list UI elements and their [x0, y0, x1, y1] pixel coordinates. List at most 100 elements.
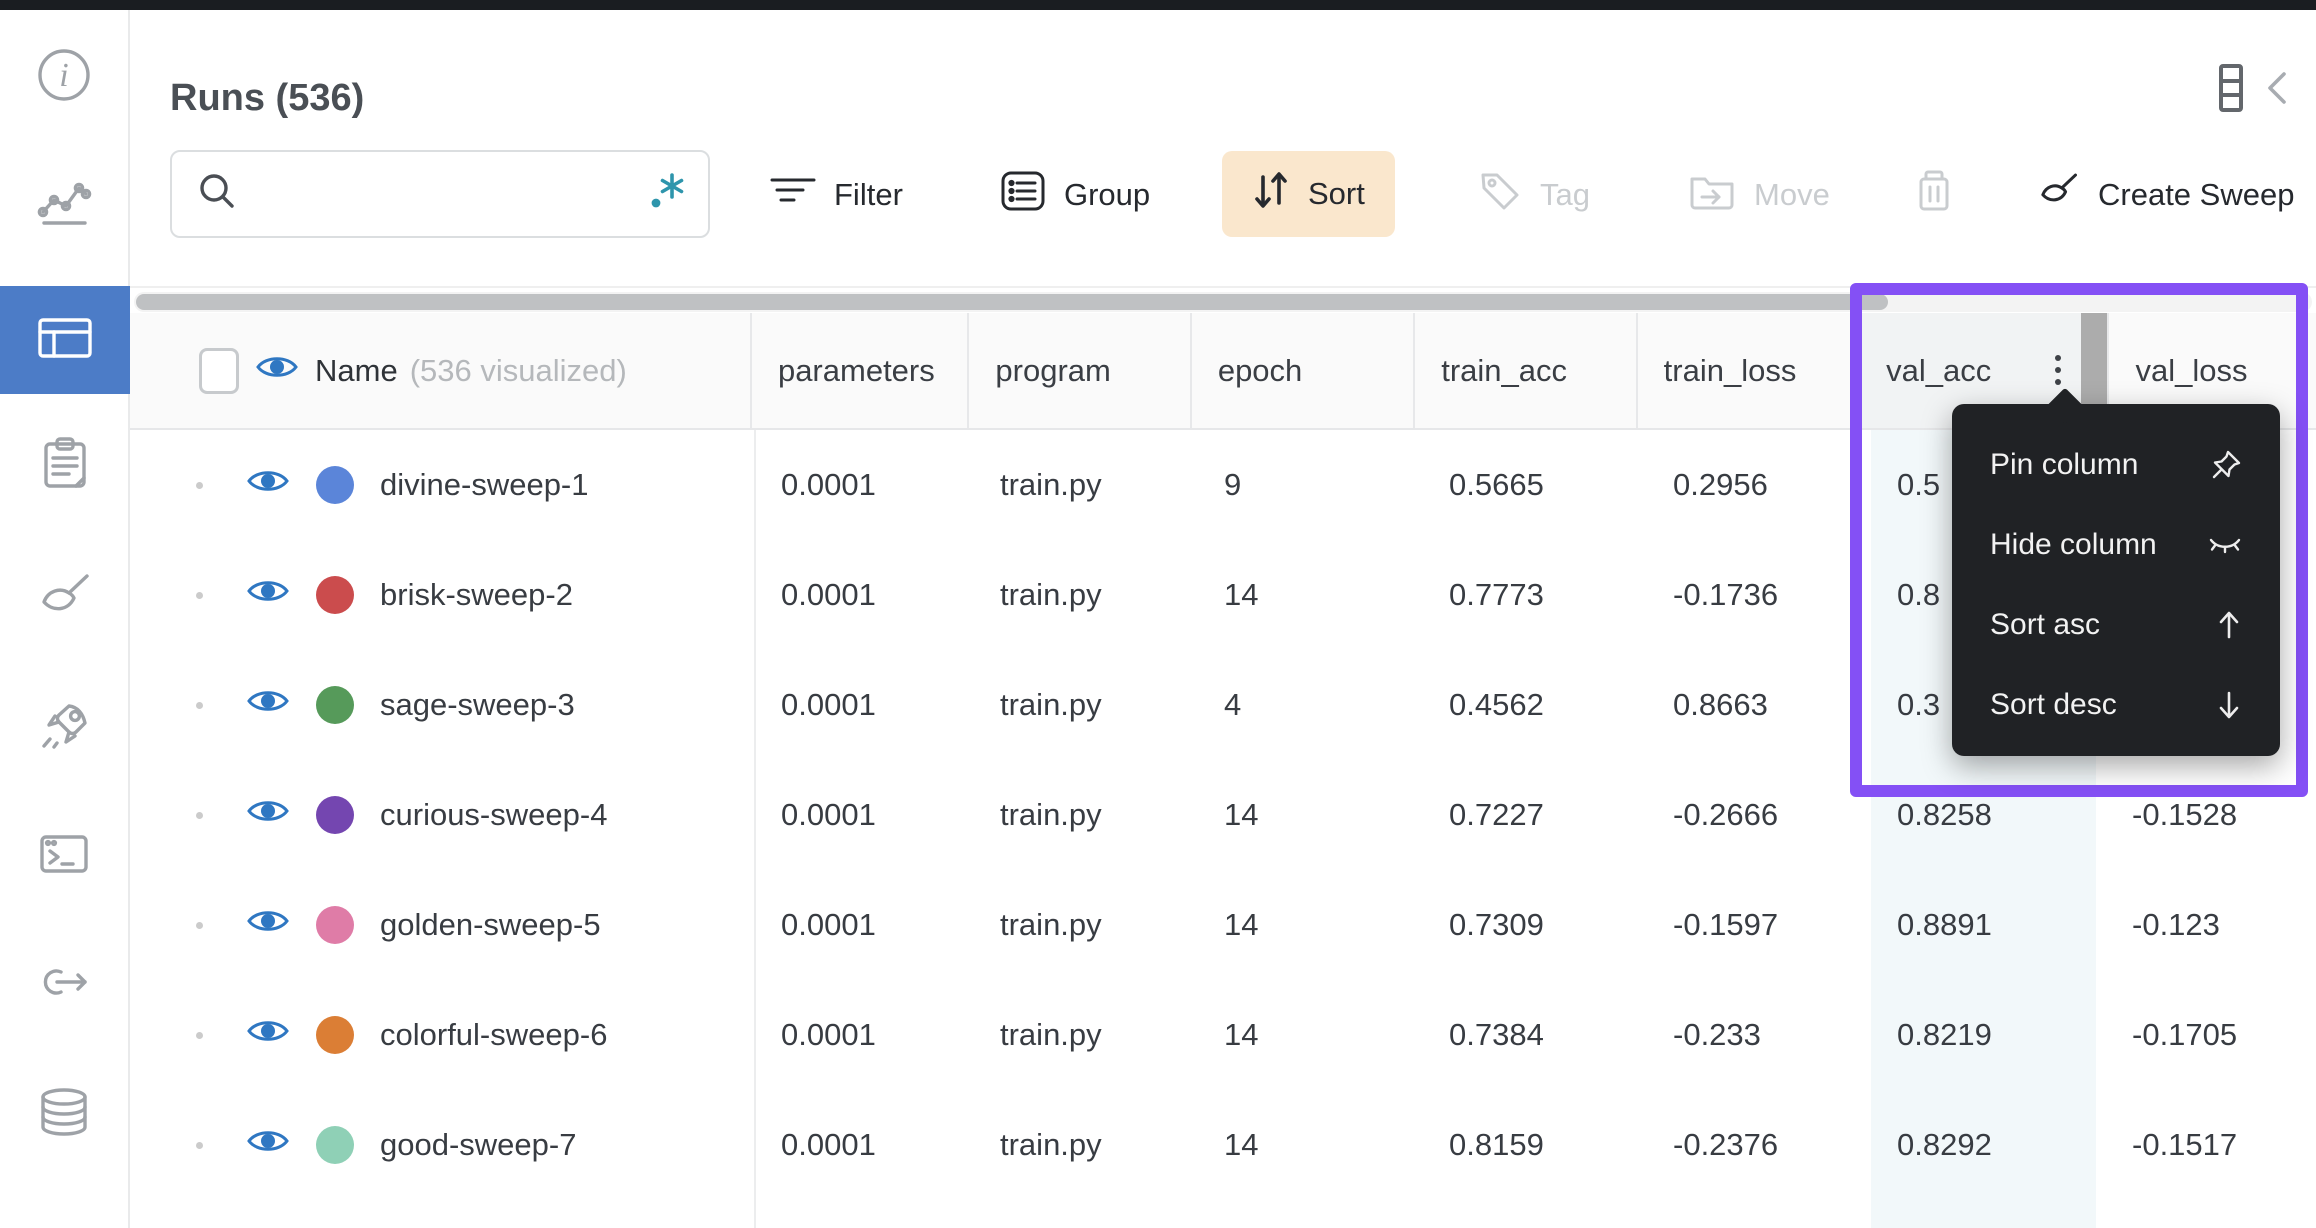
table-row[interactable]: divine-sweep-1 0.0001 train.py 9 0.5665 …	[130, 430, 2316, 540]
menu-item-sort-asc[interactable]: Sort asc	[1952, 585, 2280, 665]
filter-button[interactable]: Filter	[770, 160, 903, 230]
name-header-label: Name	[315, 352, 398, 388]
cell-val-acc: 0.5	[1897, 467, 1941, 502]
line-chart-icon	[35, 172, 93, 235]
sort-label: Sort	[1308, 176, 1365, 211]
table-panel-icon[interactable]	[2208, 62, 2254, 119]
column-header-val-loss[interactable]: val_loss	[2107, 313, 2316, 428]
visibility-eye-icon[interactable]	[246, 575, 290, 615]
trash-icon	[1912, 167, 1956, 223]
regex-toggle-icon[interactable]	[644, 170, 688, 219]
table-row[interactable]: curious-sweep-4 0.0001 train.py 14 0.722…	[130, 760, 2316, 870]
column-header-parameters[interactable]: parameters	[749, 313, 967, 428]
run-name-link[interactable]: golden-sweep-5	[380, 907, 601, 942]
sidebar-item-jobs[interactable]	[0, 410, 128, 520]
cell-epoch: 9	[1224, 467, 1242, 502]
visibility-eye-icon[interactable]	[246, 465, 290, 505]
visibility-eye-icon[interactable]	[246, 1125, 290, 1165]
group-label: Group	[1064, 177, 1151, 212]
horizontal-scrollbar[interactable]	[134, 292, 2312, 312]
run-color-dot	[316, 466, 354, 504]
row-drag-dot	[196, 1031, 203, 1039]
arrow-down-icon	[2216, 689, 2242, 721]
table-top-divider	[130, 286, 2316, 288]
visibility-eye-icon[interactable]	[246, 685, 290, 725]
scrollbar-thumb[interactable]	[136, 294, 1888, 310]
cell-val-acc: 0.8292	[1897, 1127, 1992, 1162]
cell-program: train.py	[1000, 797, 1102, 832]
run-name-cell: golden-sweep-5	[130, 905, 755, 945]
page-title: Runs (536)	[170, 77, 365, 120]
sidebar-item-launch[interactable]	[0, 673, 128, 783]
column-header-train-acc[interactable]: train_acc	[1413, 313, 1635, 428]
run-color-dot	[316, 1016, 354, 1054]
sidebar-item-overview[interactable]: i	[0, 22, 128, 132]
run-name-link[interactable]: good-sweep-7	[380, 1127, 577, 1162]
name-column-header[interactable]: Name (536 visualized)	[130, 313, 750, 428]
run-color-dot	[316, 686, 354, 724]
table-row[interactable]: sage-sweep-3 0.0001 train.py 4 0.4562 0.…	[130, 650, 2316, 760]
sidebar-item-runs-table[interactable]	[0, 286, 130, 394]
run-name-cell: divine-sweep-1	[130, 465, 755, 505]
run-name-link[interactable]: colorful-sweep-6	[380, 1017, 608, 1052]
search-box	[170, 150, 710, 238]
sort-icon	[1252, 169, 1290, 219]
table-row[interactable]: good-sweep-7 0.0001 train.py 14 0.8159 -…	[130, 1090, 2316, 1200]
sidebar-item-sweeps[interactable]	[0, 544, 128, 654]
sidebar-item-artifacts[interactable]	[0, 1060, 128, 1170]
run-color-dot	[316, 906, 354, 944]
cell-epoch: 14	[1224, 907, 1259, 942]
cell-parameters: 0.0001	[781, 687, 876, 722]
svg-text:i: i	[59, 57, 68, 94]
table-row[interactable]: colorful-sweep-6 0.0001 train.py 14 0.73…	[130, 980, 2316, 1090]
cell-train-acc: 0.5665	[1449, 467, 1544, 502]
select-all-checkbox[interactable]	[199, 347, 239, 394]
run-name-link[interactable]: curious-sweep-4	[380, 797, 608, 832]
arrow-up-icon	[2216, 609, 2242, 641]
sort-button[interactable]: Sort	[1222, 151, 1395, 237]
column-header-epoch[interactable]: epoch	[1189, 313, 1413, 428]
visibility-eye-icon[interactable]	[246, 905, 290, 945]
sidebar-item-charts[interactable]	[0, 148, 128, 258]
column-menu-kebab-icon[interactable]	[2051, 351, 2065, 389]
cell-epoch: 14	[1224, 577, 1259, 612]
column-header-program[interactable]: program	[967, 313, 1189, 428]
search-input[interactable]	[252, 176, 644, 212]
row-drag-dot	[196, 921, 203, 929]
chevron-left-icon[interactable]	[2262, 68, 2292, 113]
visibility-eye-icon[interactable]	[246, 795, 290, 835]
visualized-count: (536 visualized)	[409, 352, 627, 388]
sidebar-item-automations[interactable]	[0, 930, 128, 1040]
cell-val-loss: -0.123	[2132, 907, 2220, 942]
window-top-strip	[0, 0, 2316, 10]
run-name-cell: brisk-sweep-2	[130, 575, 755, 615]
cell-program: train.py	[1000, 577, 1102, 612]
column-header-train-loss[interactable]: train_loss	[1635, 313, 1858, 428]
sort-desc-label: Sort desc	[1990, 688, 2117, 721]
table-row[interactable]: brisk-sweep-2 0.0001 train.py 14 0.7773 …	[130, 540, 2316, 650]
group-button[interactable]: Group	[1000, 160, 1150, 230]
cell-parameters: 0.0001	[781, 467, 876, 502]
visibility-eye-icon[interactable]	[246, 1015, 290, 1055]
database-icon	[35, 1084, 93, 1147]
tag-button[interactable]: Tag	[1478, 160, 1590, 230]
delete-button[interactable]	[1912, 160, 1956, 230]
cell-parameters: 0.0001	[781, 1127, 876, 1162]
cell-val-acc: 0.8	[1897, 577, 1941, 612]
cell-program: train.py	[1000, 467, 1102, 502]
run-name-link[interactable]: divine-sweep-1	[380, 467, 589, 502]
sidebar-item-logs[interactable]	[0, 801, 128, 911]
table-row[interactable]: golden-sweep-5 0.0001 train.py 14 0.7309…	[130, 870, 2316, 980]
menu-item-pin-column[interactable]: Pin column	[1952, 425, 2280, 505]
run-name-link[interactable]: brisk-sweep-2	[380, 577, 573, 612]
cell-val-acc: 0.3	[1897, 687, 1941, 722]
menu-item-sort-desc[interactable]: Sort desc	[1952, 665, 2280, 745]
clipboard-icon	[35, 434, 93, 497]
create-sweep-button[interactable]: Create Sweep	[2036, 160, 2294, 230]
row-drag-dot	[196, 591, 203, 599]
move-button[interactable]: Move	[1688, 160, 1830, 230]
run-name-link[interactable]: sage-sweep-3	[380, 687, 575, 722]
menu-item-hide-column[interactable]: Hide column	[1952, 505, 2280, 585]
visibility-eye-icon[interactable]	[255, 351, 299, 391]
